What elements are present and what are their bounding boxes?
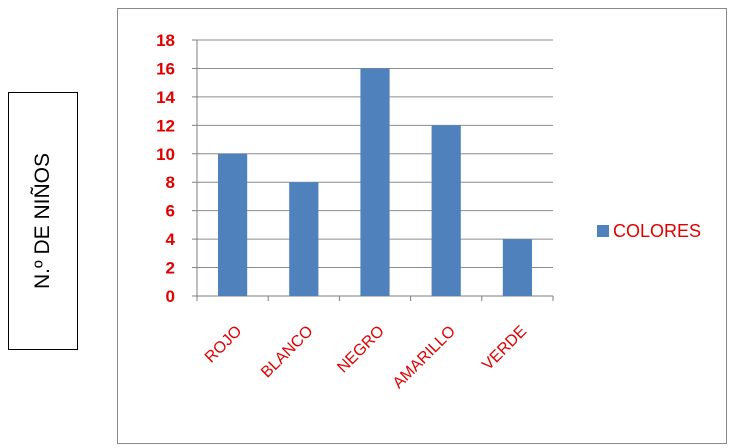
bar-negro (360, 68, 390, 296)
category-label: NEGRO (334, 323, 388, 377)
legend-label: COLORES (613, 221, 701, 241)
y-tick-label: 2 (166, 259, 175, 278)
bar-blanco (289, 182, 319, 296)
bar-rojo (218, 153, 248, 296)
y-tick-label: 6 (166, 202, 175, 221)
y-tick-label: 0 (166, 287, 175, 306)
y-tick-label: 12 (156, 116, 175, 135)
y-axis-label-box: N.º DE NIÑOS (8, 92, 78, 350)
bar-verde (502, 239, 532, 296)
y-tick-label: 4 (166, 230, 176, 249)
y-tick-label: 8 (166, 173, 175, 192)
bar-amarillo (431, 125, 461, 296)
legend-swatch (597, 225, 609, 237)
category-label: ROJO (202, 323, 245, 366)
category-label: BLANCO (258, 323, 317, 382)
y-tick-label: 10 (156, 145, 175, 164)
category-label: AMARILLO (390, 323, 459, 392)
y-tick-label: 16 (156, 59, 175, 78)
y-tick-label: 18 (156, 31, 175, 50)
category-label: VERDE (479, 323, 530, 374)
y-tick-label: 14 (156, 88, 175, 107)
